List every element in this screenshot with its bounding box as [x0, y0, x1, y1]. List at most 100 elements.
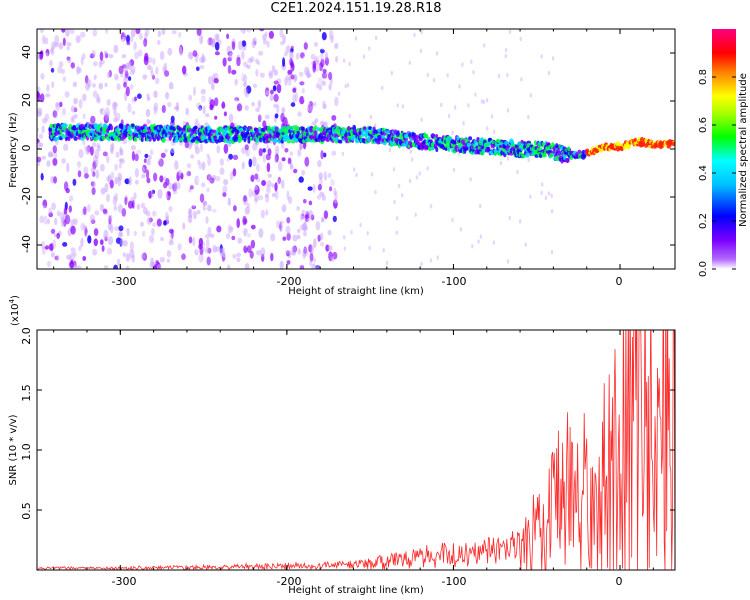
- spectrogram-cell: [167, 101, 172, 108]
- spectrogram-cell: [45, 175, 49, 183]
- spectrogram-cell: [172, 179, 177, 185]
- spectrogram-cell: [262, 153, 267, 163]
- spectrogram-cell: [198, 105, 203, 111]
- spectrogram-cell: [130, 83, 134, 90]
- spectrogram-cell: [80, 237, 84, 247]
- spectrogram-cell: [420, 117, 423, 122]
- spectrogram-cell: [184, 43, 189, 53]
- spectrogram-cell: [256, 60, 261, 66]
- spectrogram-cell: [165, 212, 169, 219]
- spectrogram-cell: [245, 85, 252, 94]
- spectrogram-cell: [324, 112, 328, 119]
- spectrogram-cell: [50, 228, 56, 234]
- spectrogram-cell: [135, 179, 139, 185]
- bottom-yaxis-label: SNR (10 * v/v): [8, 414, 19, 485]
- spectrogram-cell: [54, 255, 59, 261]
- spectrogram-cell: [232, 154, 239, 160]
- spectrogram-cell: [214, 51, 220, 56]
- top-ytick-label: 20: [20, 93, 33, 107]
- spectrogram-cell: [78, 148, 84, 159]
- spectrogram-cell: [234, 158, 239, 166]
- spectrogram-cell: [247, 53, 252, 58]
- spectrogram-cell: [281, 157, 286, 162]
- spectrogram-cell: [285, 225, 291, 235]
- spectrogram-cell: [274, 113, 279, 119]
- spectrogram-cell: [446, 73, 449, 78]
- spectrogram-cell: [526, 140, 532, 145]
- spectrogram-cell: [114, 176, 118, 185]
- spectrogram-cell: [303, 42, 308, 50]
- spectrogram-cell: [137, 97, 143, 106]
- spectrogram-cell: [107, 43, 113, 50]
- spectrogram-cell: [309, 221, 314, 227]
- colorbar-tick-label: 0.6: [698, 117, 709, 133]
- spectrogram-cell: [152, 69, 158, 76]
- spectrogram-cell: [310, 117, 315, 124]
- spectrogram-cell: [63, 181, 69, 191]
- spectrogram-cell: [333, 199, 338, 209]
- spectrogram-cell: [111, 142, 115, 150]
- spectrogram-cell: [241, 105, 247, 115]
- spectrogram-cell: [226, 164, 230, 174]
- spectrogram-cell: [153, 102, 159, 112]
- spectrogram-cell: [156, 213, 160, 219]
- spectrogram-cell: [396, 103, 399, 108]
- spectrogram-cell: [160, 237, 164, 241]
- spectrogram-cell: [271, 192, 276, 198]
- spectrogram-cell: [229, 226, 234, 234]
- spectrogram-cell: [198, 106, 202, 113]
- spectrogram-cell: [93, 155, 99, 164]
- spectrogram-cell: [277, 138, 282, 144]
- spectrogram-cell: [196, 175, 200, 184]
- spectrogram-cell: [109, 224, 114, 234]
- spectrogram-cell: [131, 65, 136, 74]
- spectrogram-cell: [148, 190, 153, 199]
- spectrogram-cell: [130, 145, 136, 151]
- spectrogram-cell: [213, 77, 219, 84]
- spectrogram-cell: [194, 175, 200, 186]
- spectrogram-cell: [273, 80, 279, 85]
- spectrogram-cell: [81, 53, 86, 60]
- spectrogram-cell: [153, 146, 159, 151]
- spectrogram-cell: [62, 242, 68, 247]
- spectrogram-cell: [60, 68, 65, 75]
- spectrogram-cell: [467, 103, 470, 108]
- spectrogram-cell: [80, 31, 86, 38]
- spectrogram-cell: [73, 97, 78, 105]
- spectrogram-cell: [155, 66, 159, 75]
- spectrogram-cell: [228, 164, 232, 174]
- spectrogram-cell: [319, 191, 325, 197]
- spectrogram-cell: [250, 174, 255, 182]
- spectrogram-cell: [429, 258, 433, 263]
- spectrogram-cell: [265, 90, 271, 96]
- spectrogram-cell: [44, 37, 49, 45]
- spectrogram-cell: [326, 99, 331, 109]
- spectrogram-cell: [111, 160, 116, 171]
- spectrogram-cell: [259, 72, 265, 79]
- spectrogram-cell: [234, 78, 238, 86]
- spectrogram-cell: [51, 81, 55, 89]
- spectrogram-cell: [100, 108, 106, 116]
- spectrogram-cell: [114, 226, 120, 232]
- spectrogram-cell: [52, 157, 58, 166]
- spectrogram-cell: [74, 194, 78, 200]
- spectrogram-cell: [114, 230, 119, 235]
- spectrogram-cell: [231, 41, 236, 51]
- spectrogram-cell: [245, 148, 251, 157]
- spectrogram-cell: [285, 45, 291, 54]
- spectrogram-cell: [525, 152, 530, 158]
- spectrogram-cell: [370, 172, 374, 177]
- spectrogram-cell: [462, 121, 465, 126]
- spectrogram-cell: [152, 137, 156, 142]
- spectrogram-cell: [156, 218, 162, 227]
- spectrogram-cell: [47, 151, 54, 158]
- spectrogram-cell: [69, 29, 75, 35]
- colorbar-label: Normalized spectral amplitude: [738, 73, 749, 227]
- spectrogram-cell: [172, 182, 178, 192]
- bottom-xtick-label: -100: [442, 575, 467, 588]
- spectrogram-cell: [98, 44, 102, 53]
- spectrogram-cell: [175, 182, 181, 190]
- spectrogram-cell: [377, 134, 382, 139]
- spectrogram-cell: [240, 72, 245, 82]
- spectrogram-cell: [188, 208, 192, 215]
